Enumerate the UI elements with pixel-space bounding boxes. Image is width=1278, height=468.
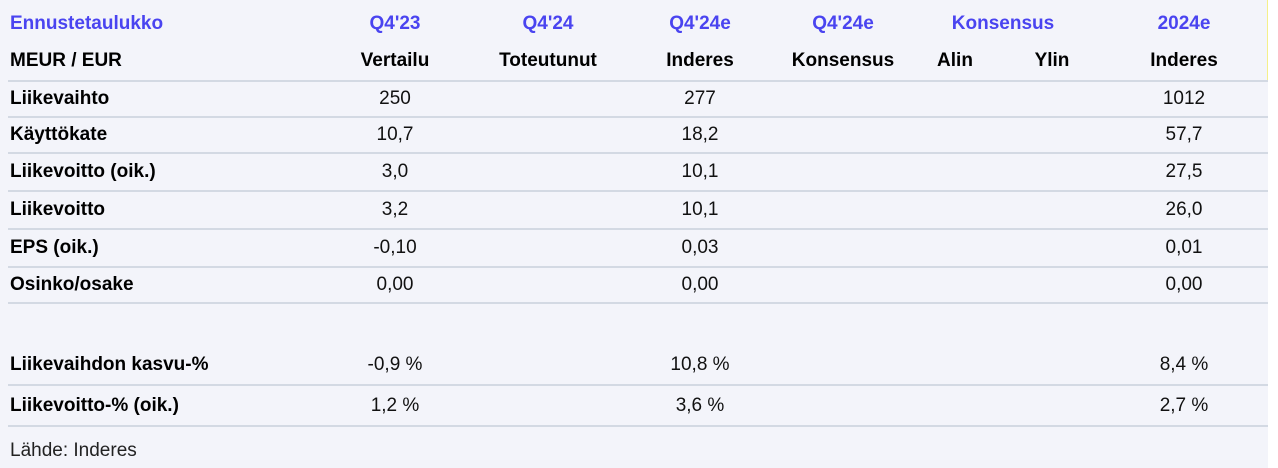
table-row: Liikevoitto (oik.) 3,0 10,1 27,5 xyxy=(8,154,1268,192)
table-row: Käyttökate 10,7 18,2 57,7 xyxy=(8,118,1268,154)
column-subheader: Toteutunut xyxy=(499,50,597,71)
column-subheader: Ylin xyxy=(1034,50,1070,71)
row-label: Liikevoitto xyxy=(10,199,106,220)
row-label: Liikevoitto (oik.) xyxy=(10,161,156,182)
table-row: EPS (oik.) -0,10 0,03 0,01 xyxy=(8,230,1268,268)
table-row: Osinko/osake 0,00 0,00 0,00 xyxy=(8,268,1268,304)
row-value: 1012 xyxy=(1162,88,1206,109)
row-value: 3,0 xyxy=(381,161,409,182)
row-value: 3,2 xyxy=(381,199,409,220)
row-value: 250 xyxy=(379,88,411,109)
unit-label: MEUR / EUR xyxy=(10,50,122,71)
row-value: 1,2 % xyxy=(370,394,420,416)
row-label: Liikevaihdon kasvu-% xyxy=(10,354,209,375)
table-row: Liikevoitto-% (oik.) 1,2 % 3,6 % 2,7 % xyxy=(8,386,1268,427)
row-value: 18,2 xyxy=(681,124,719,145)
period-header: Q4'23 xyxy=(369,13,421,34)
period-header: Q4'24e xyxy=(812,13,874,34)
row-value: 10,8 % xyxy=(670,354,730,375)
period-header: Q4'24 xyxy=(522,13,574,34)
row-label: Käyttökate xyxy=(10,124,108,145)
row-value: -0,10 xyxy=(373,237,417,258)
row-label: EPS (oik.) xyxy=(10,237,99,258)
divider xyxy=(1267,0,1268,80)
column-subheader: Alin xyxy=(937,50,973,71)
row-value: 27,5 xyxy=(1165,161,1203,182)
header-row-sources: MEUR / EUR Vertailu Toteutunut Inderes Konse… xyxy=(8,42,1268,82)
row-label: Liikevaihto xyxy=(10,88,110,109)
column-subheader: Inderes xyxy=(666,50,734,71)
row-value: 0,00 xyxy=(1165,274,1203,295)
table-row: Liikevoitto 3,2 10,1 26,0 xyxy=(8,192,1268,230)
period-header: 2024e xyxy=(1157,13,1211,34)
row-value: 2,7 % xyxy=(1159,394,1209,416)
row-value: 0,00 xyxy=(376,274,414,295)
period-header: Konsensus xyxy=(951,13,1055,34)
column-subheader: Konsensus xyxy=(791,50,895,71)
header-row-periods: Ennustetaulukko Q4'23 Q4'24 Q4'24e Q4'24e Kon… xyxy=(8,8,1268,40)
row-value: 26,0 xyxy=(1165,199,1203,220)
row-value: 10,1 xyxy=(681,199,719,220)
row-value: 3,6 % xyxy=(675,394,725,416)
row-value: 10,1 xyxy=(681,161,719,182)
row-value: 57,7 xyxy=(1165,124,1203,145)
row-value: 0,01 xyxy=(1165,237,1203,258)
table-row: Liikevaihto 250 277 1012 xyxy=(8,82,1268,118)
row-value: 8,4 % xyxy=(1159,354,1209,375)
row-value: 0,03 xyxy=(681,237,719,258)
row-label: Osinko/osake xyxy=(10,274,134,295)
row-label: Liikevoitto-% (oik.) xyxy=(10,394,179,416)
row-value: 277 xyxy=(684,88,716,109)
row-value: 10,7 xyxy=(376,124,414,145)
source-note: Lähde: Inderes xyxy=(10,440,137,461)
table-row: Liikevaihdon kasvu-% -0,9 % 10,8 % 8,4 % xyxy=(8,346,1268,386)
column-subheader: Inderes xyxy=(1150,50,1218,71)
table-title: Ennustetaulukko xyxy=(10,13,164,34)
column-subheader: Vertailu xyxy=(360,50,430,71)
period-header: Q4'24e xyxy=(669,13,731,34)
row-value: 0,00 xyxy=(681,274,719,295)
row-value: -0,9 % xyxy=(367,354,423,375)
